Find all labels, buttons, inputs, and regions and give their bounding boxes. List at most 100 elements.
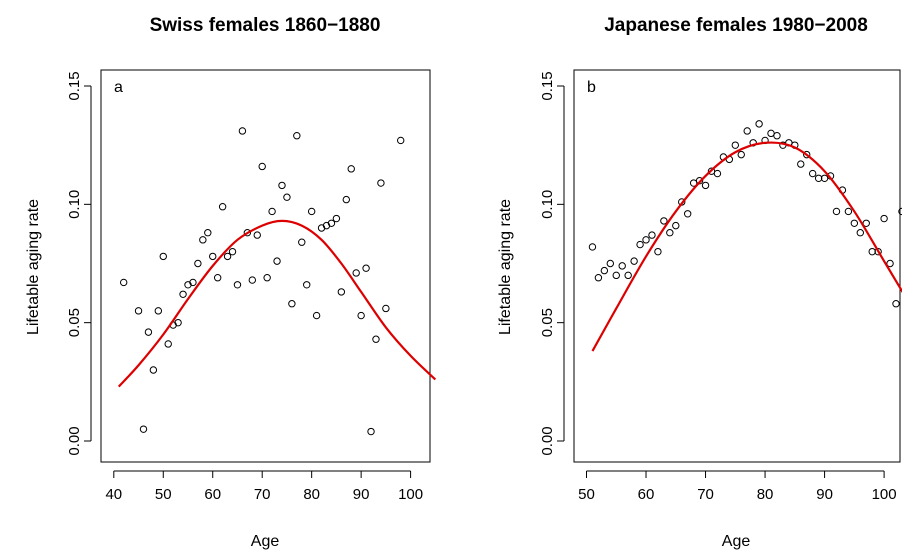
data-point <box>307 207 316 216</box>
data-point <box>223 252 232 261</box>
data-point <box>273 257 281 265</box>
data-point <box>199 236 207 244</box>
x-tick-label: 80 <box>757 486 774 503</box>
data-point <box>618 262 626 270</box>
data-point <box>600 266 609 275</box>
data-point <box>312 311 321 320</box>
data-point <box>642 236 650 244</box>
data-point <box>606 259 615 268</box>
data-point <box>377 179 385 187</box>
data-point <box>588 243 597 251</box>
data-point <box>695 176 704 185</box>
x-tick-label: 100 <box>872 486 897 503</box>
data-point <box>367 427 375 436</box>
data-point <box>660 217 668 225</box>
data-point <box>737 150 745 159</box>
data-point <box>134 307 143 315</box>
x-tick-label: 100 <box>398 486 423 503</box>
data-point <box>189 278 197 287</box>
data-point <box>209 252 217 261</box>
data-point <box>283 193 291 201</box>
panel-b-japanese: Japanese females 1980−2008 Age Lifetable… <box>497 15 902 550</box>
data-point <box>648 231 656 239</box>
x-tick-label: 60 <box>204 486 221 503</box>
data-point <box>327 219 336 227</box>
data-point <box>174 318 182 327</box>
data-point <box>856 229 864 237</box>
data-point <box>683 210 692 218</box>
data-point <box>298 238 306 246</box>
data-point <box>218 203 227 211</box>
data-point <box>263 274 271 282</box>
panel-a-x-axis: 40 50 60 70 80 90 100 <box>105 470 423 503</box>
panel-a-title: Swiss females 1860−1880 <box>150 15 381 36</box>
panel-b-letter: b <box>587 79 596 96</box>
x-tick-label: 60 <box>638 486 655 503</box>
data-point <box>233 281 242 289</box>
data-point <box>713 169 722 178</box>
data-point <box>636 240 644 249</box>
panel-a-points <box>119 127 405 436</box>
data-point <box>773 132 781 140</box>
data-point <box>248 276 257 284</box>
data-point <box>397 136 405 145</box>
panel-b-plot-frame <box>573 69 901 463</box>
y-tick-label: 0.10 <box>66 190 83 219</box>
y-tick-label: 0.00 <box>539 426 556 455</box>
data-point <box>357 311 365 320</box>
data-point <box>332 214 341 223</box>
data-point <box>119 278 128 287</box>
data-point <box>337 288 346 296</box>
panel-a-xlabel: Age <box>251 533 280 550</box>
panel-b-title: Japanese females 1980−2008 <box>604 15 868 36</box>
data-point <box>362 264 370 272</box>
data-point <box>164 340 172 348</box>
data-point <box>886 259 894 268</box>
data-point <box>630 257 638 265</box>
data-point <box>228 247 237 256</box>
data-point <box>159 252 167 261</box>
data-point <box>258 162 266 171</box>
data-point <box>666 229 674 237</box>
data-point <box>347 165 355 173</box>
data-point <box>144 328 153 336</box>
data-point <box>194 259 202 268</box>
data-point <box>803 150 811 159</box>
x-tick-label: 90 <box>816 486 833 503</box>
panel-a-ylabel: Lifetable aging rate <box>25 199 42 335</box>
x-tick-label: 70 <box>254 486 271 503</box>
y-tick-label: 0.15 <box>539 71 556 100</box>
data-point <box>352 269 360 277</box>
data-point <box>238 127 247 135</box>
panel-b-fit-curve <box>591 141 902 352</box>
panel-b-y-axis: 0.00 0.05 0.10 0.15 <box>539 71 565 456</box>
data-point <box>701 181 710 190</box>
data-point <box>731 141 739 149</box>
data-point <box>874 247 882 256</box>
data-point <box>243 229 252 237</box>
data-point <box>149 366 158 374</box>
data-point <box>743 127 751 135</box>
data-point <box>767 129 775 138</box>
y-tick-label: 0.05 <box>539 308 556 337</box>
data-point <box>342 195 350 204</box>
data-point <box>253 231 261 239</box>
panel-b-ylabel: Lifetable aging rate <box>497 199 514 335</box>
data-point <box>139 425 148 433</box>
data-point <box>154 307 163 315</box>
data-point <box>868 247 876 256</box>
panel-a-y-axis: 0.00 0.05 0.10 0.15 <box>66 71 92 456</box>
data-point <box>179 290 187 298</box>
panel-a-swiss: Swiss females 1860−1880 Age Lifetable ag… <box>25 15 437 550</box>
data-point <box>880 214 888 223</box>
data-point <box>755 120 763 128</box>
data-point <box>892 300 900 308</box>
data-point <box>654 247 662 256</box>
data-point <box>624 271 632 280</box>
data-point <box>820 174 829 183</box>
panel-b-xlabel: Age <box>722 533 751 550</box>
data-point <box>672 221 680 230</box>
data-point <box>808 169 817 178</box>
panel-a-fit-curve <box>117 219 437 388</box>
